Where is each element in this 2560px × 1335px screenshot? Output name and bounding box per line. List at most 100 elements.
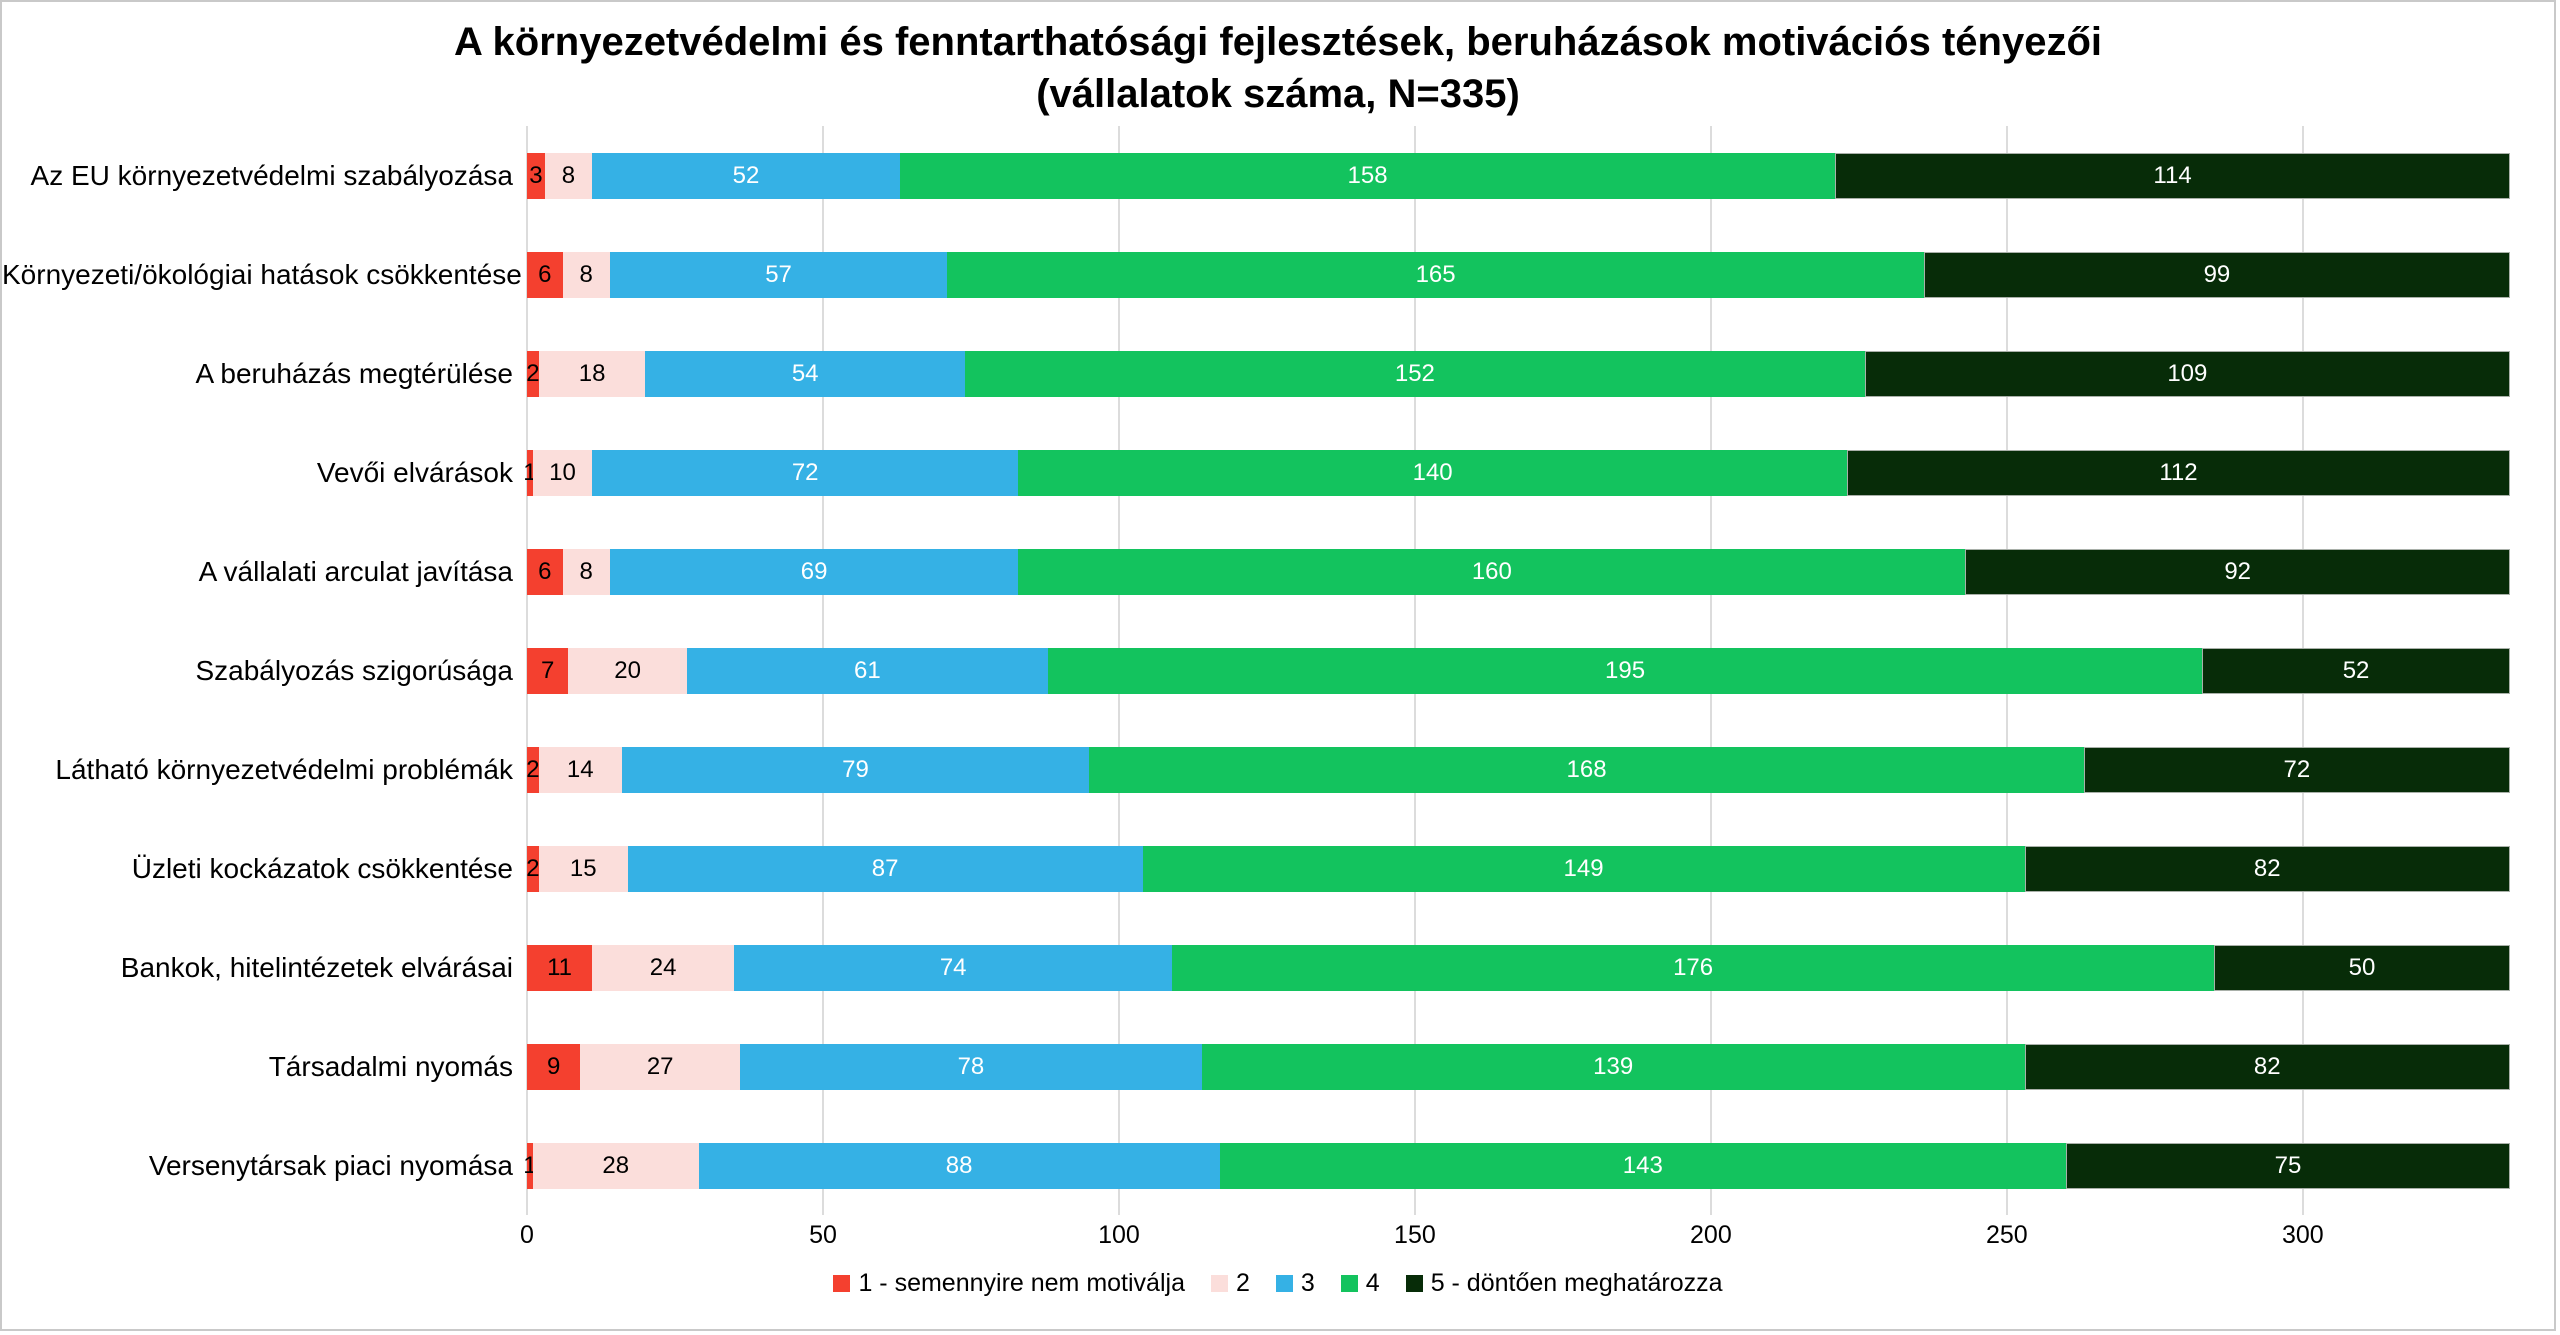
bar-segment: 7 [527,647,569,694]
legend-swatch-icon [1340,1275,1358,1292]
bar-segment: 82 [2024,845,2510,892]
bar-value-label: 10 [549,458,576,486]
bar-value-label: 2 [526,755,540,783]
bar-segment: 8 [544,152,593,199]
legend-swatch-icon [833,1275,851,1292]
bar-value-label: 9 [546,1052,561,1080]
bar-segment: 6 [527,548,563,595]
bar-value-label: 6 [538,260,552,288]
bar-segment: 160 [1018,548,1966,595]
bar-value-label: 195 [1604,656,1646,684]
bar-value-label: 158 [1347,161,1388,189]
plot-area: Az EU környezetvédelmi szabályozása 3 8 52 1… [2,126,2554,1215]
legend-label: 4 [1365,1269,1380,1297]
bar-value-label: 152 [1394,359,1435,387]
bar-segment: 139 [1201,1043,2025,1090]
bar-value-label: 79 [842,755,869,783]
bar-value-label: 109 [2167,359,2208,387]
bar-value-label: 50 [2348,953,2376,981]
bar-value-label: 2 [526,359,540,387]
bar-row: Környezeti/ökológiai hatások csökkentése… [2,225,2554,324]
bar-value-label: 87 [871,854,899,882]
legend-swatch-icon [1405,1275,1423,1292]
bar-value-label: 99 [2203,260,2231,288]
bar-row: A vállalati arculat javítása 6 8 69 160 92 [2,522,2554,621]
legend: 1 - semennyire nem motiválja 2 3 4 5 - döntő… [2,1269,2554,1298]
x-tick-label: 150 [1394,1221,1436,1249]
bar-segment: 87 [627,845,1143,892]
bar-segment: 8 [562,548,610,595]
bar-value-label: 2 [526,854,540,882]
bar-segment: 158 [899,152,1836,199]
bar-track: 7 20 61 195 52 [527,647,2510,694]
bar-value-label: 72 [2283,755,2311,783]
bar-value-label: 7 [541,656,555,684]
bar-value-label: 6 [538,557,552,585]
bar-segment: 54 [645,350,966,397]
bar-track: 1 28 88 143 75 [523,1142,2510,1189]
bar-segment: 92 [1965,548,2510,595]
bar-segment: 14 [538,746,622,793]
bar-segment: 6 [527,251,563,298]
bar-row: Társadalmi nyomás 9 27 78 139 82 [2,1017,2554,1116]
legend-label: 5 - döntően meghatározza [1430,1269,1723,1297]
legend-item: 2 [1210,1269,1250,1298]
chart-subtitle: (vállalatok száma, N=335) [1036,72,1520,116]
category-label: A beruházás megtérülése [195,357,513,389]
bar-segment: 88 [698,1142,1220,1189]
bar-segment: 99 [1923,251,2510,298]
bar-rows: Az EU környezetvédelmi szabályozása 3 8 52 1… [2,126,2554,1215]
bar-segment: 52 [592,152,900,199]
bar-segment: 57 [609,251,948,298]
bar-value-label: 82 [2253,1052,2281,1080]
x-tick-label: 300 [2281,1221,2324,1249]
bar-segment: 15 [538,845,628,892]
bar-value-label: 15 [569,854,597,882]
bar-track: 2 15 87 149 82 [526,845,2510,892]
bar-value-label: 168 [1566,755,1607,783]
bar-segment: 2 [526,746,540,793]
legend-label: 1 - semennyire nem motiválja [858,1269,1185,1297]
bar-value-label: 18 [578,359,606,387]
bar-value-label: 72 [791,458,819,486]
bar-value-label: 52 [732,161,760,189]
x-tick-label: 200 [1690,1221,1732,1249]
bar-value-label: 8 [561,161,576,189]
bar-value-label: 88 [945,1151,973,1179]
bar-segment: 18 [538,350,646,397]
bar-track: 1 10 72 140 112 [523,449,2510,496]
bar-value-label: 165 [1415,260,1456,288]
bar-value-label: 75 [2274,1151,2302,1179]
bar-segment: 24 [592,944,735,991]
legend-item: 1 - semennyire nem motiválja [833,1269,1185,1298]
bar-track: 6 8 57 165 99 [527,251,2510,298]
category-label: Szabályozás szigorúsága [195,654,513,686]
bar-row: Üzleti kockázatok csökkentése 2 15 87 149 82 [2,819,2554,918]
bar-track: 9 27 78 139 82 [527,1043,2510,1090]
bar-segment: 176 [1172,944,2215,991]
bar-value-label: 54 [791,359,819,387]
category-label: Üzleti kockázatok csökkentése [131,852,513,884]
bar-segment: 72 [2083,746,2510,793]
bar-value-label: 82 [2253,854,2281,882]
bar-segment: 140 [1018,449,1847,496]
bar-track: 2 18 54 152 109 [526,350,2510,397]
bar-value-label: 24 [649,953,677,981]
legend-item: 4 [1340,1269,1380,1298]
legend-item: 5 - döntően meghatározza [1405,1269,1723,1298]
x-tick-label: 0 [520,1221,534,1249]
bar-value-label: 139 [1593,1052,1634,1080]
bar-value-label: 8 [579,557,593,585]
bar-segment: 27 [580,1043,741,1090]
bar-segment: 75 [2066,1142,2510,1189]
bar-value-label: 20 [614,656,641,684]
bar-value-label: 149 [1563,854,1604,882]
category-label: Környezeti/ökológiai hatások csökkentése [2,258,522,290]
bar-segment: 8 [562,251,610,298]
bar-segment: 78 [740,1043,1202,1090]
legend-label: 2 [1235,1269,1250,1297]
bar-row: Bankok, hitelintézetek elvárásai 11 24 74 17… [2,918,2554,1017]
bar-track: 11 24 74 176 50 [527,944,2510,991]
legend-swatch-icon [1210,1275,1228,1292]
